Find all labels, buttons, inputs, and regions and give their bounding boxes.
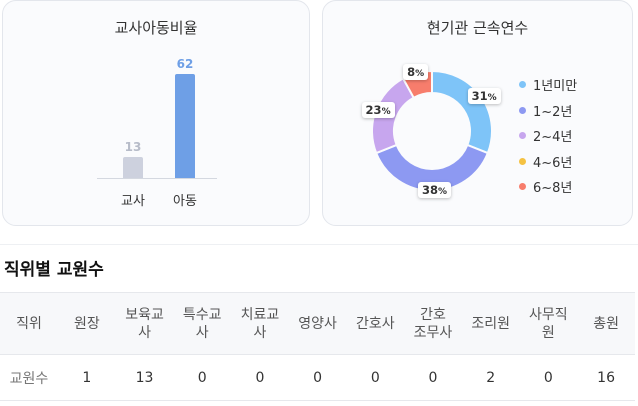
table-header-cell: 총원 <box>577 292 635 355</box>
table-cell: 1 <box>58 354 116 401</box>
legend-label: 4~6년 <box>533 155 573 171</box>
legend-item: 1년미만 <box>519 72 577 98</box>
table-cell: 0 <box>519 354 578 401</box>
legend-label: 6~8년 <box>533 181 573 197</box>
legend-label: 1~2년 <box>533 104 573 120</box>
table-cell: 0 <box>404 354 462 401</box>
tenure-legend: 1년미만 1~2년 2~4년 4~6년 6~8년 <box>519 72 577 200</box>
table-header-cell: 특수교 사 <box>173 292 232 355</box>
tenure-chart-title: 현기관 근속연수 <box>426 19 529 37</box>
table-cell: 0 <box>173 354 232 401</box>
tenure-card: 현기관 근속연수 31% 38% 23% 8% 1년미만 1~2년 2~4년 4~6년 6~8… <box>322 0 633 226</box>
legend-item: 4~6년 <box>519 149 577 175</box>
legend-dot-icon <box>519 183 526 191</box>
table-cell: 13 <box>115 354 174 401</box>
donut-percent-label: 31% <box>467 88 501 105</box>
table-header-cell: 보육교 사 <box>115 292 174 355</box>
legend-label: 2~4년 <box>533 130 573 146</box>
table-cell: 16 <box>577 354 635 401</box>
table-header-cell: 원장 <box>58 292 116 355</box>
table-cell: 0 <box>346 354 405 401</box>
table-cell: 0 <box>231 354 289 401</box>
ratio-card: 교사아동비율 13 교사 62 아동 <box>2 0 310 226</box>
table-header-cell: 간호사 <box>346 292 405 355</box>
table-header-cell: 치료교 사 <box>231 292 289 355</box>
table-header-cell: 조리원 <box>461 292 520 355</box>
table-cell: 0 <box>288 354 347 401</box>
table-header-cell: 간호 조무사 <box>404 292 462 355</box>
table-header-cell: 사무직 원 <box>519 292 578 355</box>
donut-slice-2 <box>374 143 490 192</box>
legend-dot-icon <box>519 106 526 114</box>
legend-item: 1~2년 <box>519 98 577 124</box>
ratio-bar-value: 62 <box>176 57 194 71</box>
staff-table: 직위 원장 보육교 사 특수교 사 치료교 사 영양사 간호사 간호 조무사 조리원 사무직 원 총원 교원… <box>0 292 635 401</box>
donut-percent-label: 38% <box>418 182 452 198</box>
ratio-chart-title: 교사아동비율 <box>114 19 198 37</box>
staff-table-header-row: 직위 원장 보육교 사 특수교 사 치료교 사 영양사 간호사 간호 조무사 조리원 사무직 원 총원 <box>0 292 635 355</box>
staff-table-title: 직위별 교원수 <box>4 260 104 280</box>
ratio-bar-category: 교사 <box>121 194 145 209</box>
ratio-bar-2 <box>175 74 195 179</box>
table-header-position: 직위 <box>0 292 58 355</box>
legend-dot-icon <box>519 132 526 140</box>
ratio-baseline <box>97 178 217 179</box>
table-row: 교원수 1 13 0 0 0 0 0 2 0 16 <box>0 354 635 401</box>
ratio-bar-value: 13 <box>124 139 142 154</box>
section-divider <box>0 244 638 245</box>
table-header-cell: 영양사 <box>288 292 347 355</box>
legend-dot-icon <box>519 157 526 165</box>
ratio-bar-category: 아동 <box>173 194 197 209</box>
table-row-label: 교원수 <box>0 354 58 401</box>
donut-percent-label: 8% <box>403 63 429 80</box>
ratio-bar-1 <box>123 156 143 179</box>
donut-slice-1 <box>431 69 493 155</box>
donut-percent-label: 23% <box>361 101 395 118</box>
legend-label: 1년미만 <box>533 79 578 95</box>
table-cell: 2 <box>461 354 520 401</box>
legend-item: 6~8년 <box>519 174 577 200</box>
legend-dot-icon <box>519 81 526 89</box>
legend-item: 2~4년 <box>519 123 577 149</box>
